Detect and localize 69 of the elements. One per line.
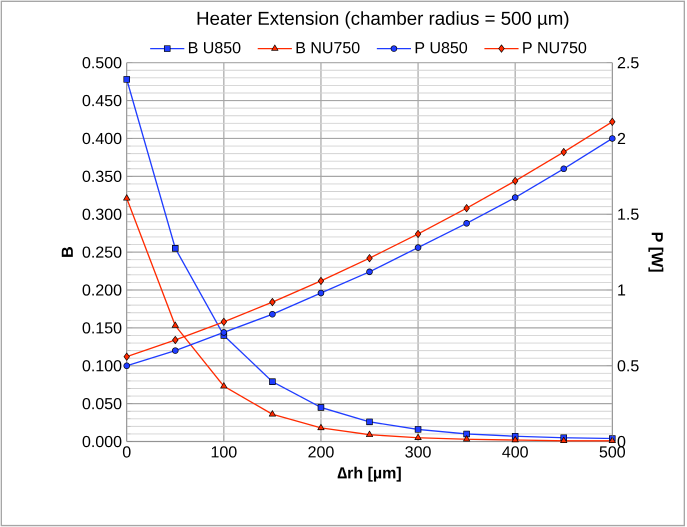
point: [172, 347, 179, 354]
point: [220, 318, 227, 326]
point: [512, 436, 519, 442]
y2-tick-label: 0.5: [618, 360, 639, 372]
y-tick-label: 0.500: [82, 57, 122, 68]
y2-axis-title: P [W]: [648, 232, 664, 272]
point: [317, 424, 325, 430]
point: [123, 194, 130, 201]
point: [172, 336, 178, 344]
point: [512, 176, 518, 186]
y-tick-label: 0.250: [82, 246, 122, 258]
point: [318, 290, 324, 296]
point: [609, 118, 616, 126]
point: [269, 311, 276, 318]
point: [172, 245, 179, 252]
point: [512, 194, 518, 201]
point: [463, 204, 470, 212]
y-tick-label: 0.200: [82, 284, 122, 296]
y-tick-label: 0.350: [82, 170, 122, 182]
x-tick-label: 300: [405, 446, 431, 458]
point: [414, 426, 422, 433]
point: [220, 382, 228, 388]
y-tick-label: 0.150: [82, 322, 122, 334]
point: [414, 434, 422, 440]
legend-label: P NU750: [523, 42, 586, 54]
point: [463, 430, 470, 438]
point: [366, 254, 373, 262]
point: [463, 220, 470, 227]
y-tick-label: 0.050: [82, 398, 122, 410]
y2-tick-label: 1.5: [618, 208, 639, 220]
point: [269, 298, 276, 306]
legend-label: P U850: [416, 42, 468, 54]
y2-tick-label: 0: [618, 436, 626, 448]
y-tick-label: 0.400: [82, 132, 122, 144]
point: [414, 244, 422, 251]
point: [318, 404, 324, 411]
point: [123, 362, 130, 370]
point: [609, 135, 616, 142]
x-axis-title: ∆rh [µm]: [338, 466, 401, 482]
point: [268, 410, 276, 417]
y-tick-label: 0.450: [82, 94, 122, 106]
y-tick-label: 0.000: [82, 436, 122, 448]
x-tick-label: 500: [600, 446, 626, 458]
legend-label: B NU750: [296, 42, 360, 54]
point: [560, 166, 568, 172]
x-tick-label: 0: [122, 446, 131, 458]
y-tick-label: 0.100: [82, 360, 122, 372]
x-tick-label: 400: [502, 446, 528, 458]
chart-title: Heater Extension (chamber radius = 500 µm): [198, 11, 568, 29]
point: [220, 329, 228, 336]
point: [414, 230, 422, 238]
point: [463, 435, 470, 442]
y2-tick-label: 2: [618, 132, 626, 144]
y-axis-title: B: [62, 247, 73, 257]
y-tick-label: 0.300: [82, 208, 122, 220]
x-tick-label: 200: [308, 446, 334, 458]
point: [366, 418, 373, 426]
point: [366, 430, 374, 437]
y2-tick-label: 1: [618, 284, 626, 296]
y2-tick-label: 2.5: [618, 57, 639, 68]
point: [124, 352, 130, 361]
point: [123, 76, 130, 83]
point: [366, 268, 373, 276]
point: [172, 322, 179, 328]
point: [269, 378, 276, 385]
legend-label: B U850: [188, 42, 240, 54]
point: [560, 148, 567, 156]
point: [318, 276, 324, 286]
x-tick-label: 100: [212, 446, 237, 458]
